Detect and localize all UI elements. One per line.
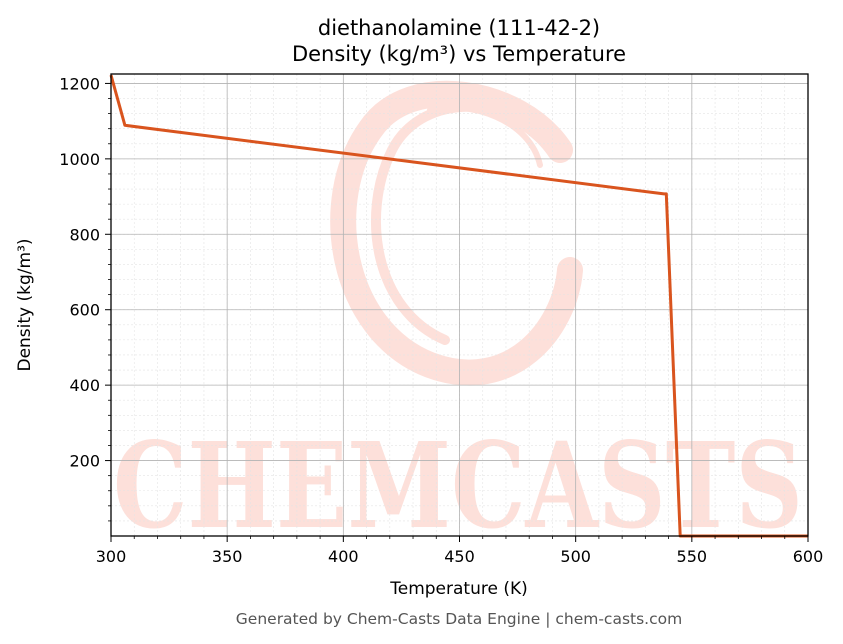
y-axis-label: Density (kg/m³) (15, 238, 35, 371)
y-tick-label: 600 (69, 301, 100, 320)
x-tick-label: 450 (444, 547, 475, 566)
y-tick-label: 1200 (59, 74, 100, 93)
y-tick-label: 800 (69, 225, 100, 244)
y-tick-label: 1000 (59, 150, 100, 169)
x-tick-label: 350 (212, 547, 243, 566)
footer-credit: Generated by Chem-Casts Data Engine | ch… (236, 610, 682, 628)
x-tick-label: 550 (677, 547, 708, 566)
watermark-logo (330, 80, 583, 386)
chart-title: diethanolamine (111-42-2) (318, 16, 600, 40)
x-tick-label: 300 (96, 547, 127, 566)
watermark: CHEMCASTS (113, 80, 803, 555)
x-tick-label: 500 (560, 547, 591, 566)
y-tick-label: 200 (69, 452, 100, 471)
x-tick-label: 600 (793, 547, 824, 566)
x-axis-ticks: 300 350 400 450 500 550 600 (96, 536, 824, 566)
y-axis-ticks: 200 400 600 800 1000 1200 (59, 74, 111, 522)
watermark-text: CHEMCASTS (113, 416, 803, 555)
chart-subtitle: Density (kg/m³) vs Temperature (292, 42, 626, 66)
major-grid (110, 74, 809, 536)
x-axis-label: Temperature (K) (389, 579, 528, 599)
y-tick-label: 400 (69, 376, 100, 395)
x-tick-label: 400 (328, 547, 359, 566)
